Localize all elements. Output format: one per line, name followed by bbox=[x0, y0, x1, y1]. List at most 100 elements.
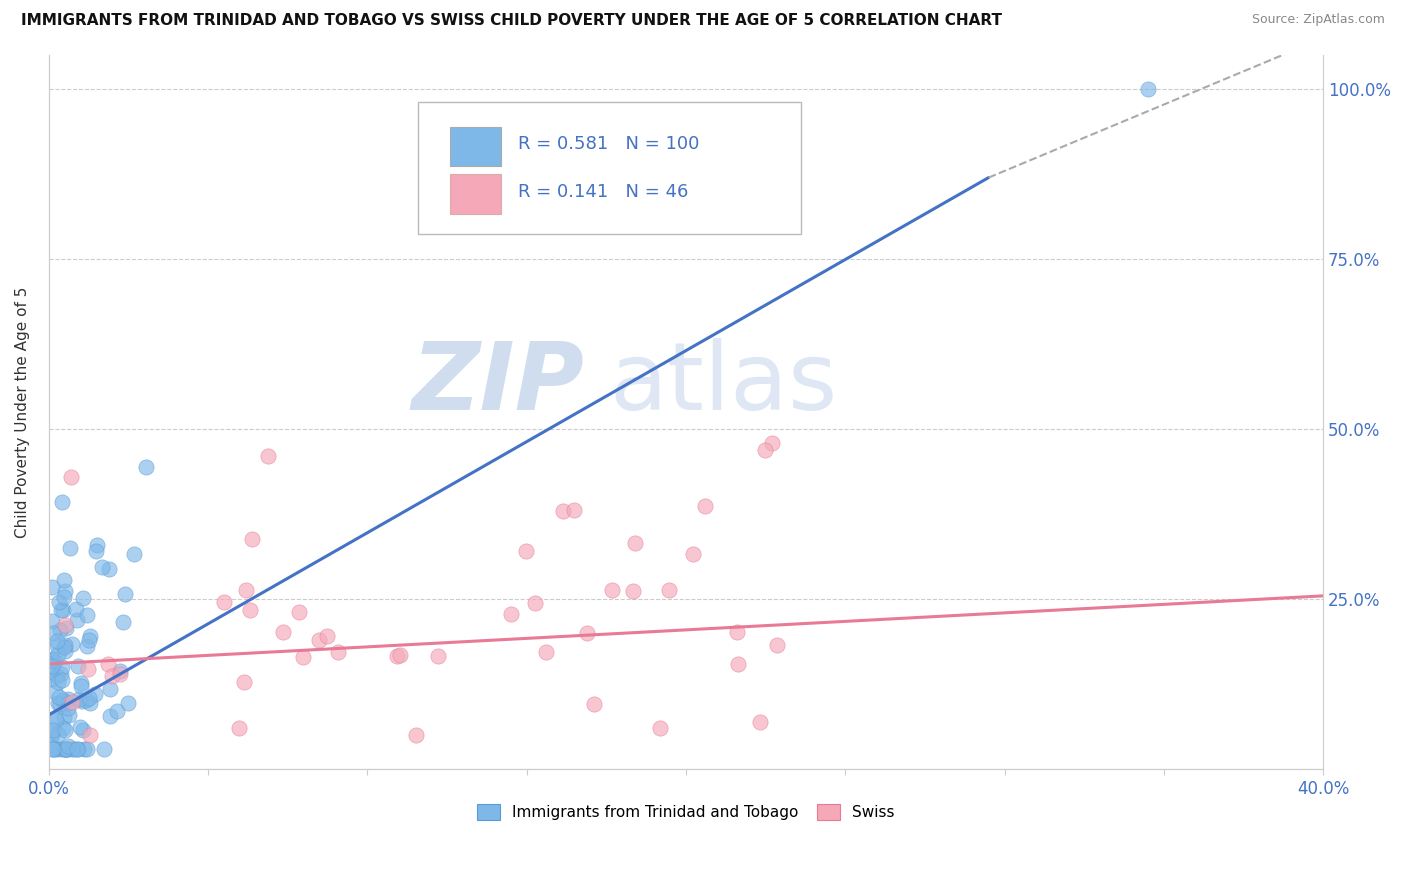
Point bbox=[49, 603, 72, 617]
Point bbox=[41, 672, 63, 686]
Point bbox=[49, 697, 72, 711]
Point bbox=[72, 723, 94, 737]
Point bbox=[48, 696, 70, 710]
FancyBboxPatch shape bbox=[450, 127, 501, 166]
Point bbox=[41, 625, 63, 640]
Point bbox=[51, 673, 73, 687]
Point bbox=[55, 621, 77, 635]
Point bbox=[79, 629, 101, 643]
Point bbox=[46, 638, 69, 652]
Point bbox=[650, 722, 672, 736]
Point bbox=[326, 645, 349, 659]
Point bbox=[96, 657, 118, 672]
Point bbox=[725, 624, 748, 639]
Point bbox=[754, 442, 776, 457]
Point bbox=[41, 652, 63, 666]
Point bbox=[122, 547, 145, 561]
Point bbox=[273, 625, 295, 640]
Point bbox=[60, 695, 83, 709]
Point bbox=[76, 742, 98, 756]
Point bbox=[53, 742, 76, 756]
Point bbox=[426, 648, 449, 663]
Point bbox=[242, 532, 264, 546]
Point bbox=[76, 607, 98, 622]
Point bbox=[389, 648, 412, 663]
Point bbox=[70, 675, 93, 690]
Point bbox=[46, 669, 69, 683]
Point bbox=[49, 742, 72, 756]
Point bbox=[682, 547, 704, 561]
Point bbox=[621, 584, 644, 599]
Point bbox=[214, 595, 236, 609]
Point bbox=[523, 596, 546, 610]
Text: IMMIGRANTS FROM TRINIDAD AND TOBAGO VS SWISS CHILD POVERTY UNDER THE AGE OF 5 CO: IMMIGRANTS FROM TRINIDAD AND TOBAGO VS S… bbox=[21, 13, 1002, 29]
Point bbox=[48, 595, 70, 609]
Point bbox=[86, 538, 108, 552]
Point bbox=[53, 723, 76, 738]
Point bbox=[235, 582, 257, 597]
Point bbox=[58, 707, 80, 722]
Point bbox=[72, 591, 94, 605]
Point bbox=[93, 742, 115, 756]
Point bbox=[79, 728, 101, 742]
Point bbox=[53, 640, 76, 654]
Point bbox=[42, 742, 65, 756]
Point bbox=[385, 649, 408, 664]
Point bbox=[761, 435, 783, 450]
Point bbox=[52, 721, 75, 735]
Point bbox=[41, 614, 63, 628]
Point bbox=[60, 636, 83, 650]
Point bbox=[66, 742, 89, 756]
Point bbox=[41, 726, 63, 740]
Point bbox=[101, 669, 124, 683]
Point bbox=[53, 584, 76, 599]
Point bbox=[316, 628, 339, 642]
Point bbox=[575, 625, 598, 640]
Point bbox=[41, 652, 63, 666]
Point bbox=[46, 647, 69, 661]
Point bbox=[84, 686, 107, 700]
Point bbox=[256, 450, 278, 464]
Point bbox=[65, 602, 87, 616]
Point bbox=[582, 697, 605, 711]
FancyBboxPatch shape bbox=[419, 102, 800, 234]
Point bbox=[98, 681, 121, 696]
Point bbox=[52, 603, 75, 617]
Point bbox=[41, 659, 63, 673]
FancyBboxPatch shape bbox=[450, 175, 501, 214]
Point bbox=[41, 580, 63, 594]
Point bbox=[228, 721, 250, 735]
Point bbox=[70, 679, 93, 693]
Point bbox=[55, 742, 77, 756]
Point bbox=[56, 739, 79, 753]
Point bbox=[49, 666, 72, 681]
Point bbox=[117, 696, 139, 710]
Point bbox=[534, 645, 557, 659]
Point bbox=[727, 657, 749, 671]
Point bbox=[562, 503, 585, 517]
Point bbox=[551, 504, 574, 518]
Point bbox=[41, 742, 63, 756]
Legend: Immigrants from Trinidad and Tobago, Swiss: Immigrants from Trinidad and Tobago, Swi… bbox=[471, 797, 901, 826]
Point bbox=[70, 694, 93, 708]
Point bbox=[515, 544, 537, 558]
Point bbox=[66, 613, 89, 627]
Text: R = 0.141   N = 46: R = 0.141 N = 46 bbox=[517, 183, 688, 202]
Point bbox=[41, 728, 63, 742]
Point bbox=[44, 711, 66, 725]
Point bbox=[52, 693, 75, 707]
Point bbox=[67, 691, 90, 706]
Point bbox=[56, 696, 79, 710]
Point bbox=[46, 633, 69, 648]
Point bbox=[55, 742, 77, 756]
Text: R = 0.581   N = 100: R = 0.581 N = 100 bbox=[517, 136, 699, 153]
Point bbox=[41, 665, 63, 680]
Point bbox=[105, 704, 128, 718]
Point bbox=[51, 495, 73, 509]
Point bbox=[60, 742, 83, 756]
Point bbox=[53, 638, 76, 652]
Point bbox=[46, 727, 69, 741]
Text: ZIP: ZIP bbox=[411, 338, 583, 430]
Point bbox=[76, 640, 98, 654]
Point bbox=[623, 536, 645, 550]
